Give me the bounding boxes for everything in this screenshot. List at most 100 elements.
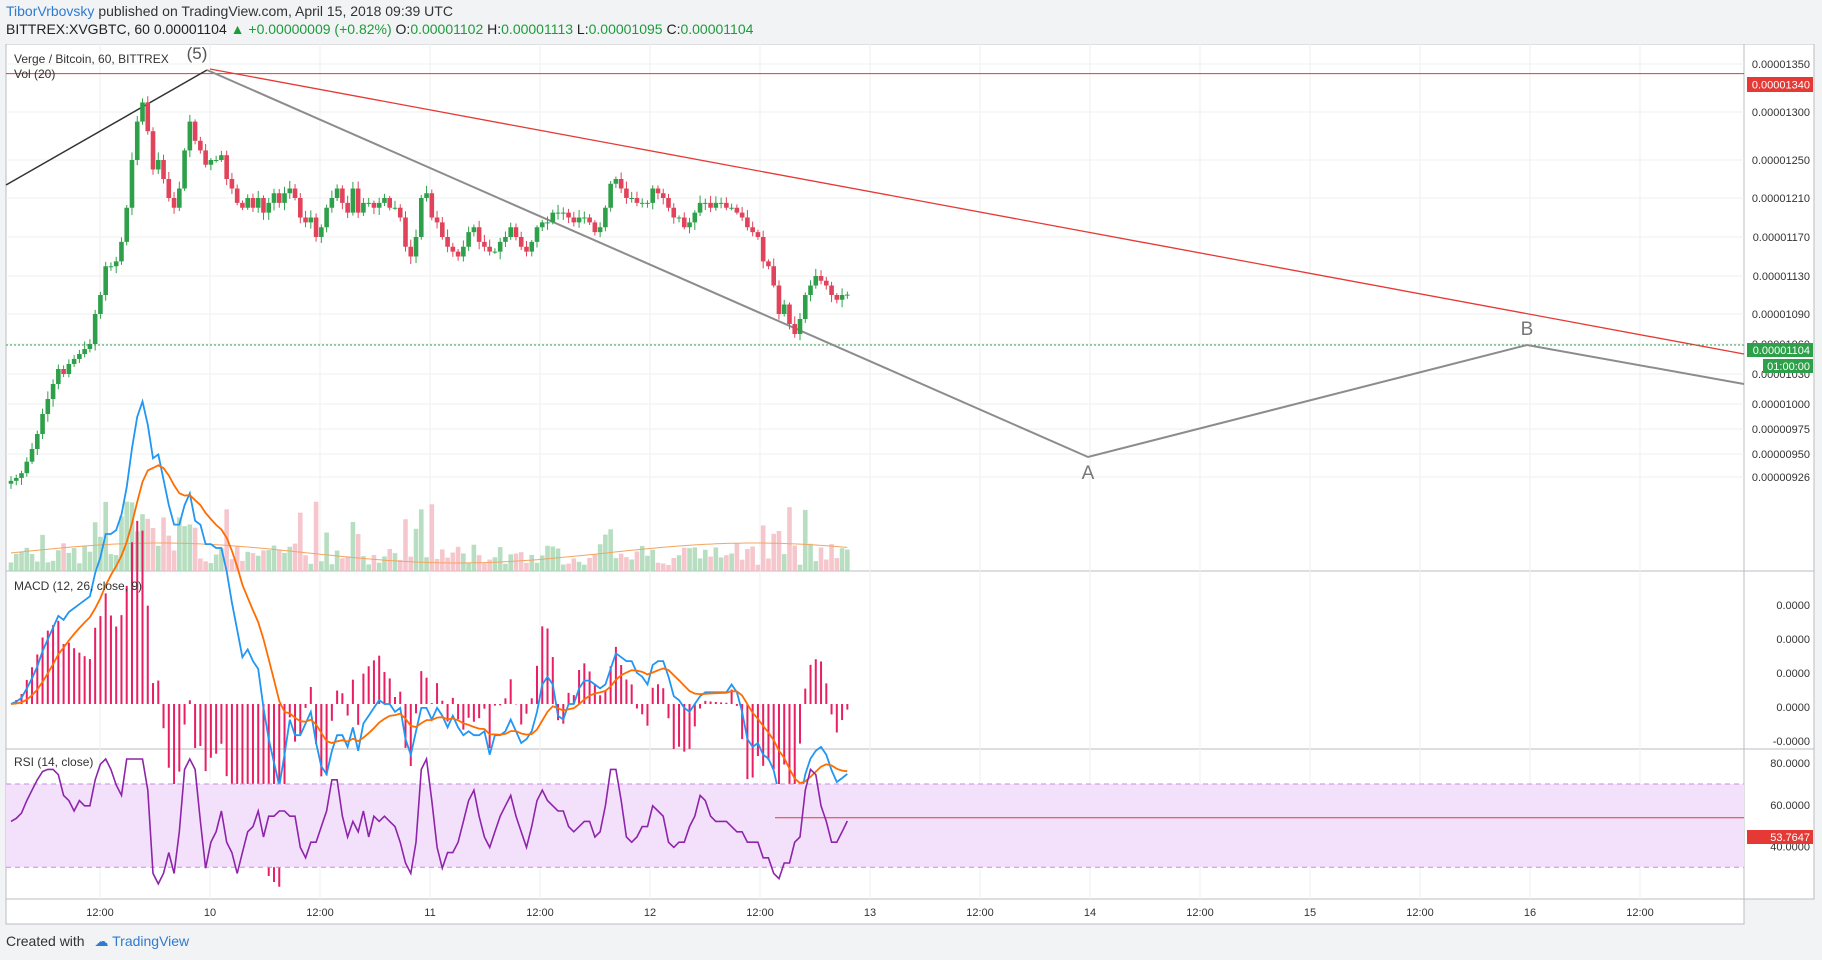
volume-bar <box>403 519 408 571</box>
candle-body <box>766 261 771 267</box>
candle-body <box>808 285 813 295</box>
descending-trendline <box>209 68 1745 355</box>
macd-title: MACD (12, 26, close, 9) <box>14 579 142 593</box>
volume-bar <box>71 547 77 571</box>
price-tick-label: 0.00000950 <box>1752 449 1810 461</box>
volume-bar <box>739 559 745 571</box>
volume-bar <box>650 549 656 571</box>
volume-bar <box>497 547 503 571</box>
candle-body <box>755 232 761 237</box>
last-price-tag <box>1747 343 1813 357</box>
candle-body <box>403 217 408 247</box>
candle-body <box>676 217 682 219</box>
chart-area[interactable]: 0.00001350 0.00001300 0.00001250 0.00001210… <box>0 43 1822 928</box>
candle-body <box>697 202 703 213</box>
candle-body <box>792 324 798 334</box>
close-value: 0.00001104 <box>680 21 754 37</box>
volume-bar <box>203 561 208 571</box>
volume-bar <box>660 563 666 571</box>
volume-bar <box>776 531 782 571</box>
candle-body <box>424 193 429 198</box>
volume-bar <box>624 557 629 571</box>
price-pane[interactable] <box>5 43 1745 572</box>
rsi-band <box>6 784 1744 868</box>
candle-body <box>461 246 466 257</box>
candle-body <box>634 198 640 203</box>
time-tick-label: 12:00 <box>306 907 334 919</box>
candle-body <box>482 241 487 247</box>
candle-body <box>566 212 571 218</box>
author-link[interactable]: TiborVrbovsky <box>6 3 95 19</box>
price-axis[interactable] <box>1743 43 1815 900</box>
volume-bar <box>40 534 45 571</box>
volume-bar <box>329 564 335 571</box>
candle-body <box>224 155 229 179</box>
price-tick-label: 0.00001350 <box>1752 59 1810 71</box>
signal-line <box>10 464 848 785</box>
candle-body <box>397 207 403 218</box>
volume-bar <box>455 546 461 571</box>
candle-body <box>61 369 66 374</box>
grid <box>6 44 1744 899</box>
candle-body <box>329 198 335 208</box>
candle-body <box>681 217 687 228</box>
volume-bar <box>539 555 545 571</box>
candle-body <box>208 160 214 165</box>
candle-body <box>797 319 803 334</box>
candle-body <box>19 473 24 478</box>
volume-bar <box>487 559 492 571</box>
tradingview-logo-icon[interactable]: ☁ <box>94 933 109 949</box>
volume-bar <box>382 556 387 571</box>
volume-bar <box>471 544 477 571</box>
candle-body <box>24 461 30 474</box>
volume-bar <box>813 561 819 571</box>
volume-bar <box>213 554 219 571</box>
candle-body <box>571 217 577 223</box>
volume-bar <box>771 533 776 571</box>
chart-svg[interactable]: 0.000013500.000013000.000012500.00001210… <box>0 43 1822 928</box>
volume-bar <box>576 561 582 571</box>
volume-bar <box>87 551 93 571</box>
volume-bar <box>376 562 382 571</box>
resistance-price-label: 0.00001340 <box>1752 80 1810 92</box>
footer: Created with ☁ TradingView <box>6 933 189 950</box>
volume-indicator-label: Vol (20) <box>14 67 55 81</box>
volume-bar <box>56 550 61 571</box>
candle-body <box>818 276 824 281</box>
volume-bar <box>734 543 740 571</box>
volume-bar <box>787 507 792 571</box>
volume-bar <box>255 555 261 571</box>
candle-body <box>508 227 513 237</box>
volume-bar <box>461 553 466 571</box>
volume-bar <box>397 559 403 571</box>
candle-body <box>113 261 119 267</box>
volume-bar <box>829 544 834 571</box>
candle-body <box>802 295 808 319</box>
volume-bar <box>155 545 161 571</box>
price-tick-label: 0.00001130 <box>1753 271 1810 283</box>
candle-body <box>250 198 256 208</box>
candle-body <box>524 246 529 252</box>
volume-bar <box>124 501 130 571</box>
volume-bar <box>802 509 808 571</box>
volume-bar <box>839 548 845 571</box>
rsi-value-tag <box>1747 830 1813 844</box>
macd-line <box>10 398 848 819</box>
macd-tick-label: -0.0000 <box>1773 736 1810 748</box>
volume-bar <box>276 549 282 571</box>
price-tick-label: 0.00000926 <box>1752 472 1810 484</box>
time-axis[interactable] <box>5 898 1745 925</box>
candle-body <box>418 198 424 237</box>
candle-body <box>13 477 19 481</box>
volume-bar <box>766 558 771 571</box>
volume-bar <box>634 551 640 571</box>
candle-body <box>724 202 729 208</box>
volume-bar <box>760 525 766 571</box>
candle-body <box>466 232 471 247</box>
volume-bar <box>566 563 571 571</box>
volume-bar <box>292 543 298 571</box>
volume-bar <box>82 545 87 571</box>
candle-body <box>650 188 656 203</box>
tradingview-link[interactable]: TradingView <box>112 933 190 949</box>
candle-body <box>639 202 645 204</box>
